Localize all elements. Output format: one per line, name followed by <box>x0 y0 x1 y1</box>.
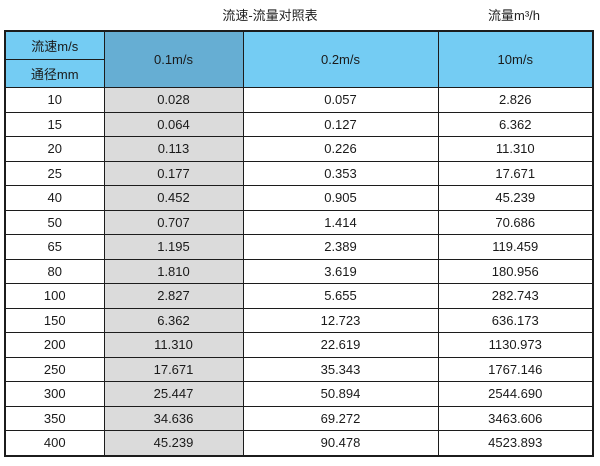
flow-cell-0-1ms: 11.310 <box>103 332 244 358</box>
table-row: 15 0.064 0.127 6.362 <box>4 111 594 137</box>
table-row: 200 11.310 22.619 1130.973 <box>4 332 594 358</box>
column-header-0-1ms: 0.1m/s <box>103 30 244 88</box>
table-row: 20 0.113 0.226 11.310 <box>4 136 594 162</box>
flow-cell-10ms: 45.239 <box>437 185 594 211</box>
flow-cell-0-2ms: 2.389 <box>242 234 439 260</box>
diameter-cell: 150 <box>4 307 105 333</box>
flow-cell-0-2ms: 35.343 <box>242 356 439 382</box>
flow-cell-0-2ms: 12.723 <box>242 307 439 333</box>
flow-cell-10ms: 1130.973 <box>437 332 594 358</box>
diameter-cell: 80 <box>4 258 105 284</box>
flow-cell-0-1ms: 0.177 <box>103 160 244 186</box>
flow-cell-10ms: 2544.690 <box>437 381 594 407</box>
flow-cell-0-1ms: 0.707 <box>103 209 244 235</box>
flow-cell-10ms: 119.459 <box>437 234 594 260</box>
column-header-10ms: 10m/s <box>437 30 594 88</box>
flow-cell-0-2ms: 0.353 <box>242 160 439 186</box>
flow-cell-0-2ms: 0.905 <box>242 185 439 211</box>
table-row: 250 17.671 35.343 1767.146 <box>4 356 594 382</box>
diameter-cell: 15 <box>4 111 105 137</box>
flow-cell-10ms: 70.686 <box>437 209 594 235</box>
flow-cell-0-1ms: 34.636 <box>103 405 244 431</box>
diameter-cell: 65 <box>4 234 105 260</box>
flow-cell-0-2ms: 69.272 <box>242 405 439 431</box>
table-row: 65 1.195 2.389 119.459 <box>4 234 594 260</box>
diameter-cell: 350 <box>4 405 105 431</box>
flow-cell-10ms: 282.743 <box>437 283 594 309</box>
flow-cell-0-1ms: 1.810 <box>103 258 244 284</box>
flow-cell-10ms: 1767.146 <box>437 356 594 382</box>
flow-cell-10ms: 2.826 <box>437 87 594 113</box>
flow-cell-10ms: 11.310 <box>437 136 594 162</box>
table-title: 流速-流量对照表 <box>222 8 318 23</box>
diameter-cell: 200 <box>4 332 105 358</box>
diameter-cell: 40 <box>4 185 105 211</box>
table-row: 50 0.707 1.414 70.686 <box>4 209 594 235</box>
table-row: 25 0.177 0.353 17.671 <box>4 160 594 186</box>
flow-cell-10ms: 3463.606 <box>437 405 594 431</box>
diameter-cell: 250 <box>4 356 105 382</box>
flow-cell-10ms: 17.671 <box>437 160 594 186</box>
table-row: 80 1.810 3.619 180.956 <box>4 258 594 284</box>
flow-cell-0-1ms: 2.827 <box>103 283 244 309</box>
flow-cell-0-1ms: 0.452 <box>103 185 244 211</box>
column-header-0-2ms: 0.2m/s <box>242 30 439 88</box>
diameter-cell: 10 <box>4 87 105 113</box>
flow-cell-10ms: 636.173 <box>437 307 594 333</box>
diameter-cell: 50 <box>4 209 105 235</box>
table-row: 40 0.452 0.905 45.239 <box>4 185 594 211</box>
table-row: 400 45.239 90.478 4523.893 <box>4 430 594 456</box>
flow-cell-0-2ms: 22.619 <box>242 332 439 358</box>
flow-cell-0-1ms: 0.028 <box>103 87 244 113</box>
flow-cell-0-1ms: 45.239 <box>103 430 244 456</box>
flow-cell-0-2ms: 1.414 <box>242 209 439 235</box>
flow-cell-0-1ms: 6.362 <box>103 307 244 333</box>
flow-cell-10ms: 4523.893 <box>437 430 594 456</box>
flow-cell-0-1ms: 0.113 <box>103 136 244 162</box>
diameter-cell: 20 <box>4 136 105 162</box>
corner-header-velocity: 流速m/s <box>4 30 105 60</box>
diameter-cell: 300 <box>4 381 105 407</box>
flow-cell-0-1ms: 25.447 <box>103 381 244 407</box>
flow-cell-0-2ms: 90.478 <box>242 430 439 456</box>
flow-cell-0-1ms: 1.195 <box>103 234 244 260</box>
flow-cell-0-2ms: 0.226 <box>242 136 439 162</box>
table-row: 10 0.028 0.057 2.826 <box>4 87 594 113</box>
flow-rate-table: 流速m/s 0.1m/s 0.2m/s 10m/s 通径mm 10 0.028 … <box>4 30 594 457</box>
flow-cell-0-2ms: 0.057 <box>242 87 439 113</box>
table-row: 350 34.636 69.272 3463.606 <box>4 405 594 431</box>
flow-cell-10ms: 6.362 <box>437 111 594 137</box>
flow-unit-label: 流量m³/h <box>487 8 540 23</box>
diameter-cell: 400 <box>4 430 105 456</box>
flow-cell-0-2ms: 0.127 <box>242 111 439 137</box>
table-body: 10 0.028 0.057 2.826 15 0.064 0.127 6.36… <box>4 87 594 456</box>
flow-cell-10ms: 180.956 <box>437 258 594 284</box>
flow-cell-0-1ms: 0.064 <box>103 111 244 137</box>
table-header: 流速m/s 0.1m/s 0.2m/s 10m/s 通径mm <box>4 30 594 88</box>
diameter-cell: 100 <box>4 283 105 309</box>
flow-cell-0-2ms: 5.655 <box>242 283 439 309</box>
table-row: 300 25.447 50.894 2544.690 <box>4 381 594 407</box>
flow-cell-0-2ms: 50.894 <box>242 381 439 407</box>
flow-cell-0-1ms: 17.671 <box>103 356 244 382</box>
flow-cell-0-2ms: 3.619 <box>242 258 439 284</box>
table-row: 100 2.827 5.655 282.743 <box>4 283 594 309</box>
diameter-cell: 25 <box>4 160 105 186</box>
corner-header-diameter: 通径mm <box>4 59 105 88</box>
table-row: 150 6.362 12.723 636.173 <box>4 307 594 333</box>
